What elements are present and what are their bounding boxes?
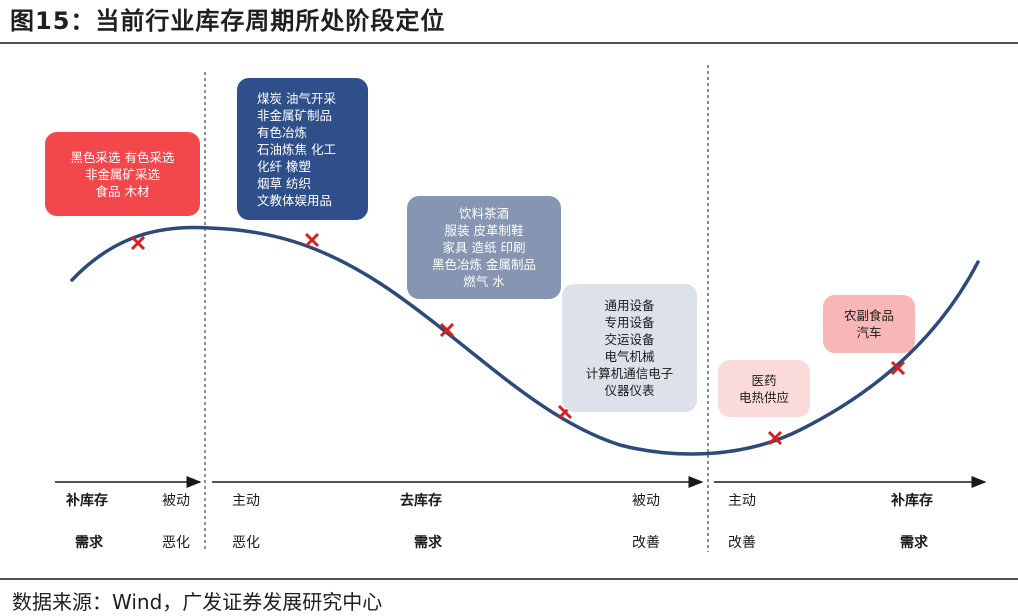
industry-line: 服装 皮革制鞋 [444, 223, 524, 238]
phase2-stage-label: 去库存 [400, 493, 442, 509]
industry-box-3: 饮料茶酒 服装 皮革制鞋 家具 造纸 印刷 黑色冶炼 金属制品 燃气 水 [407, 196, 561, 299]
industry-line: 有色冶炼 [257, 124, 308, 140]
industry-line: 汽车 [856, 325, 882, 340]
industry-line: 饮料茶酒 [458, 206, 509, 221]
industry-line: 烟草 纺织 [257, 175, 311, 191]
phase2-demand-label: 需求 [414, 535, 442, 551]
industry-line: 电气机械 [604, 349, 655, 364]
cross-marker-2 [304, 232, 320, 248]
industry-box-4: 通用设备 专用设备 交运设备 电气机械 计算机通信电子 仪器仪表 [562, 284, 697, 412]
phase1-demand-label: 需求 [75, 535, 103, 551]
title-divider [0, 42, 1018, 44]
cycle-curve [70, 225, 980, 456]
cross-marker-3 [439, 322, 455, 338]
phase3-demand-label: 需求 [900, 535, 928, 551]
phase2-mode-left: 主动 [232, 493, 260, 509]
industry-line: 医药 [751, 372, 777, 388]
phase1-stage-label: 补库存 [66, 493, 108, 509]
industry-line: 通用设备 [604, 298, 655, 313]
industry-line: 专用设备 [604, 315, 655, 330]
industry-line: 电热供应 [738, 389, 789, 405]
phase2-demand-right: 改善 [632, 535, 660, 551]
phase2-mode-right: 被动 [632, 493, 660, 509]
industry-line: 家具 造纸 印刷 [442, 240, 526, 255]
cross-marker-6 [890, 360, 906, 376]
industry-line: 化纤 橡塑 [257, 158, 311, 174]
source-note: 数据来源：Wind，广发证券发展研究中心 [12, 590, 383, 614]
footer-divider [0, 578, 1018, 580]
phase3-stage-label: 补库存 [891, 493, 933, 509]
industry-line: 燃气 水 [463, 274, 505, 289]
cross-marker-1 [130, 235, 146, 251]
industry-line: 文教体娱用品 [257, 192, 333, 208]
industry-line: 非金属矿采选 [84, 166, 160, 182]
phase2-demand-left: 恶化 [232, 535, 260, 551]
industry-box-5: 医药 电热供应 [718, 360, 810, 417]
figure-title: 图15：当前行业库存周期所处阶段定位 [10, 7, 446, 35]
industry-line: 交运设备 [604, 332, 655, 347]
phase1-demand-state: 恶化 [162, 535, 190, 551]
industry-line: 黑色冶炼 金属制品 [432, 257, 536, 272]
industry-line: 计算机通信电子 [585, 366, 674, 381]
phase1-mode-label: 被动 [162, 493, 190, 509]
industry-box-1: 黑色采选 有色采选 非金属矿采选 食品 木材 [45, 132, 200, 216]
industry-box-6: 农副食品 汽车 [823, 295, 915, 353]
industry-line: 食品 木材 [95, 183, 150, 199]
industry-line: 石油炼焦 化工 [257, 141, 336, 157]
inventory-cycle-diagram [55, 65, 987, 552]
industry-box-2: 煤炭 油气开采 非金属矿制品 有色冶炼 石油炼焦 化工 化纤 橡塑 烟草 纺织 … [237, 78, 368, 220]
phase3-demand-state: 改善 [728, 535, 756, 551]
industry-line: 农副食品 [843, 308, 894, 323]
industry-line: 煤炭 油气开采 [257, 90, 336, 106]
cross-marker-5 [767, 430, 783, 446]
industry-line: 黑色采选 有色采选 [70, 149, 175, 165]
industry-line: 非金属矿制品 [257, 107, 333, 123]
industry-line: 仪器仪表 [604, 383, 655, 398]
phase3-mode-label: 主动 [728, 493, 756, 509]
